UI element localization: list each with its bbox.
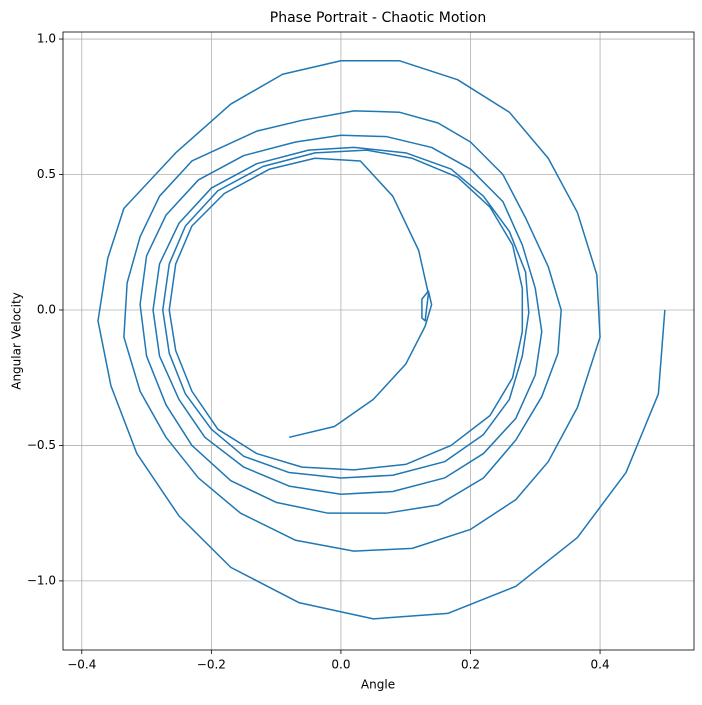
y-tick-label: 1.0 (37, 32, 56, 46)
x-axis-label: Angle (361, 678, 395, 692)
y-tick-label: −0.5 (27, 438, 56, 452)
x-tick-label: −0.4 (67, 658, 96, 672)
y-tick-label: −1.0 (27, 573, 56, 587)
chart-title: Phase Portrait - Chaotic Motion (270, 10, 486, 26)
x-tick-label: 0.2 (461, 658, 480, 672)
y-axis-label: Angular Velocity (10, 292, 24, 390)
y-tick-label: 0.0 (37, 302, 56, 316)
y-tick-label: 0.5 (37, 167, 56, 181)
axes-frame (62, 31, 695, 651)
x-tick-label: 0.0 (331, 658, 350, 672)
plot-area (97, 59, 666, 620)
line-series (97, 59, 666, 620)
x-tick-label: −0.2 (197, 658, 226, 672)
x-tick-label: 0.4 (591, 658, 610, 672)
